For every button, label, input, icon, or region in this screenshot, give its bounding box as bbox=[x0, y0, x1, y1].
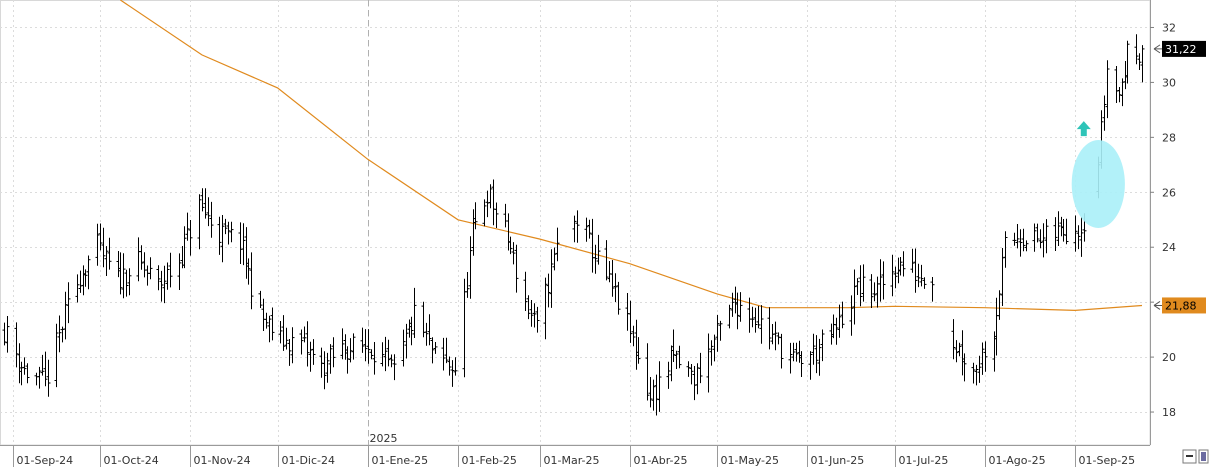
last-price-label-box bbox=[1162, 40, 1206, 57]
x-tick-label: 01-Ago-25 bbox=[989, 454, 1046, 467]
y-tick-label: 32 bbox=[1162, 21, 1176, 34]
chart-annotations bbox=[1071, 121, 1125, 228]
y-tick-label: 28 bbox=[1162, 131, 1176, 144]
up-arrow-icon bbox=[1076, 121, 1091, 137]
x-axis: 01-Sep-24 01-Oct-24 01-Nov-24 01-Dic-24 01-E… bbox=[0, 432, 1150, 467]
x-tick-label: 01-Feb-25 bbox=[462, 454, 517, 467]
y-tick-label: 26 bbox=[1162, 186, 1176, 199]
price-bars-series bbox=[2, 34, 1145, 416]
x-tick-label: 01-Mar-25 bbox=[544, 454, 600, 467]
ma-last-label-box bbox=[1162, 297, 1206, 314]
ma-last-label-pointer bbox=[1153, 301, 1162, 310]
x-tick-label: 01-Dic-24 bbox=[282, 454, 336, 467]
y-tick-label: 20 bbox=[1162, 351, 1176, 364]
plot-area bbox=[0, 0, 1151, 446]
resize-icon bbox=[1201, 452, 1206, 461]
x-tick-label: 01-Sep-25 bbox=[1079, 454, 1136, 467]
moving-average-line bbox=[120, 0, 1143, 312]
x-tick-label: 01-Sep-24 bbox=[17, 454, 74, 467]
x-tick-label: 01-Jul-25 bbox=[899, 454, 949, 467]
x-tick-label: 01-Nov-24 bbox=[194, 454, 251, 467]
moving-average-series bbox=[120, 0, 1143, 312]
chart-grid bbox=[0, 0, 1151, 446]
y-tick-label: 24 bbox=[1162, 241, 1176, 254]
year-marker-label: 2025 bbox=[370, 432, 398, 445]
last-price-label-pointer bbox=[1153, 44, 1162, 54]
y-tick-label: 30 bbox=[1162, 76, 1176, 89]
last-price-label: 31,22 bbox=[1165, 43, 1197, 56]
x-tick-label: 01-May-25 bbox=[721, 454, 779, 467]
corner-buttons bbox=[1182, 449, 1209, 464]
x-tick-label: 01-Abr-25 bbox=[634, 454, 688, 467]
x-tick-label: 01-Oct-24 bbox=[104, 454, 159, 467]
highlight-ellipse bbox=[1071, 140, 1125, 228]
ma-last-label: 21,88 bbox=[1165, 299, 1197, 312]
y-tick-label: 18 bbox=[1162, 406, 1176, 419]
x-tick-label: 01-Jun-25 bbox=[811, 454, 865, 467]
x-tick-label: 01-Ene-25 bbox=[372, 454, 429, 467]
